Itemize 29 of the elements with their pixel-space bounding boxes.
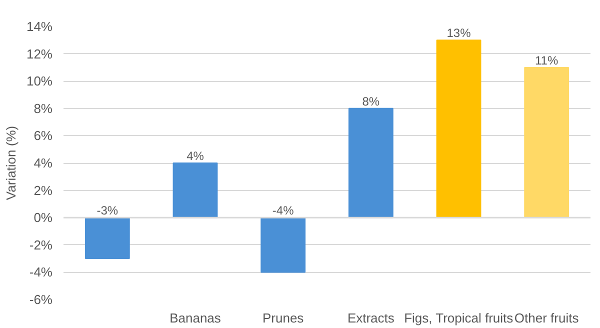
data-label: 13% (446, 26, 472, 40)
x-tick-label: Figs, Tropical fruits (404, 310, 514, 326)
data-label: 11% (535, 53, 558, 68)
data-label: 4% (186, 149, 204, 163)
y-tick-label: 14% (26, 19, 53, 34)
y-tick-label: 0% (34, 210, 53, 226)
y-tick-label: 6% (34, 128, 53, 144)
x-tick-label: Bananas (170, 310, 222, 326)
y-tick-label: 12% (26, 46, 53, 62)
y-tick-label: 8% (34, 100, 53, 116)
bar (260, 217, 306, 273)
y-tick-label: 10% (26, 74, 53, 89)
data-label: 8% (362, 94, 380, 108)
x-tick-label: Other fruits (514, 310, 580, 326)
data-label: -4% (272, 204, 294, 218)
bar (436, 40, 482, 218)
bar (524, 66, 570, 218)
x-tick-label: Prunes (262, 310, 304, 326)
y-tick-label: 4% (34, 156, 53, 170)
x-tick-label: Extracts (347, 310, 395, 326)
y-tick-label: 2% (34, 182, 53, 198)
data-label: -3% (96, 204, 118, 218)
y-tick-label: -2% (29, 237, 53, 252)
bar (84, 217, 130, 260)
bar (172, 162, 218, 218)
y-tick-label: -6% (29, 292, 53, 307)
bar (348, 108, 394, 218)
y-axis-title: Variation (%) (3, 126, 18, 200)
y-tick-label: -4% (29, 264, 53, 280)
